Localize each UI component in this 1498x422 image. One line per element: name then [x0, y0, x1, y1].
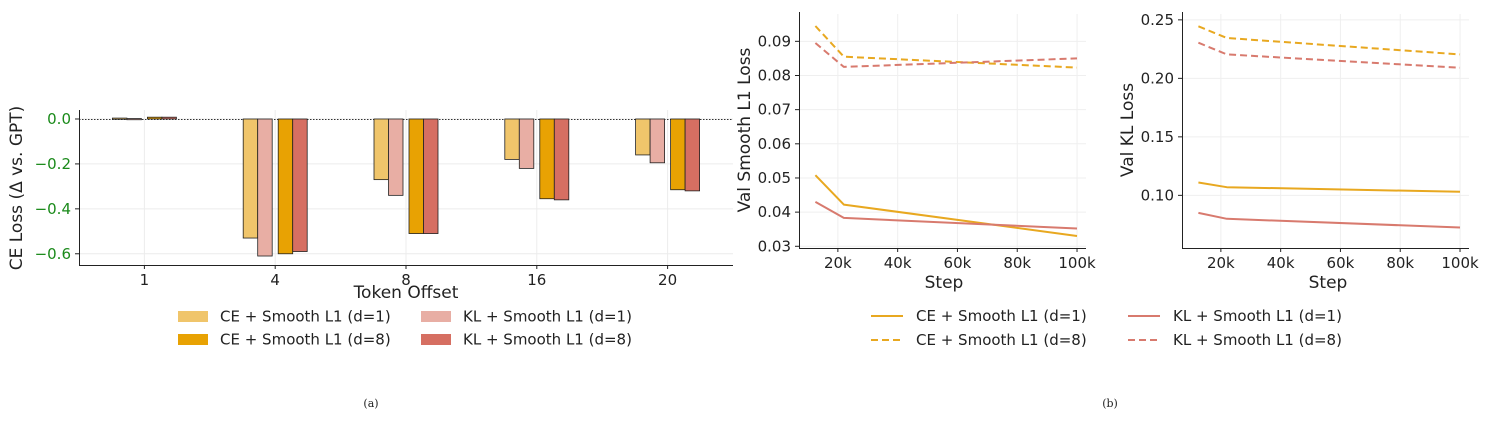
kl-x-tick-label: 80k [1386, 254, 1414, 272]
bar-chart-x-tick-label: 20 [658, 271, 677, 289]
bar [649, 118, 665, 164]
smooth-l1-x-tick-label: 20k [824, 254, 852, 272]
bar-chart-y-tick-label: −0.6 [35, 245, 71, 263]
bar-legend-label: KL + Smooth L1 (d=8) [463, 331, 632, 349]
bar [388, 118, 404, 196]
bar [518, 118, 535, 169]
smooth-l1-y-tick-label: 0.03 [758, 237, 791, 255]
bar [553, 118, 570, 201]
bar-legend-swatch [178, 311, 208, 322]
kl-y-tick-label: 0.20 [1141, 69, 1174, 87]
kl-series-line [1198, 25, 1461, 56]
kl-x-tick-label: 20k [1207, 254, 1235, 272]
bar-legend-swatch [421, 334, 451, 345]
smooth-l1-series-line [814, 201, 1078, 230]
bar-chart-grid [79, 110, 733, 265]
bar [126, 118, 142, 121]
bar-chart-x-tick-label: 1 [140, 271, 150, 289]
kl-series-line [1198, 181, 1461, 193]
kl-y-tick-label: 0.15 [1141, 128, 1174, 146]
bar [684, 118, 700, 192]
smooth-l1-y-tick-label: 0.05 [758, 169, 791, 187]
line-chart-legend: CE + Smooth L1 (d=1) KL + Smooth L1 (d=1)… [871, 307, 1342, 349]
kl-chart-x-label: Step [1309, 273, 1348, 293]
smooth-l1-series-line [814, 25, 1078, 69]
bar [257, 118, 273, 257]
bar [504, 118, 520, 160]
bar-chart-legend: CE + Smooth L1 (d=1) KL + Smooth L1 (d=1)… [178, 308, 632, 349]
bar-legend-label: CE + Smooth L1 (d=8) [220, 331, 391, 349]
bar [277, 118, 294, 255]
bar-chart-y-ticks: 0.0 −0.2 −0.4 −0.6 [35, 110, 79, 263]
bar [146, 116, 163, 120]
kl-x-tick-label: 100k [1441, 254, 1479, 272]
kl-chart-y-label: Val KL Loss [1118, 83, 1138, 177]
bar-chart-y-label: CE Loss (Δ vs. GPT) [7, 106, 27, 271]
bar [373, 118, 389, 181]
bar-chart-bars [112, 116, 700, 257]
kl-y-tick-label: 0.25 [1141, 11, 1174, 29]
bar [423, 118, 439, 234]
bar [112, 117, 128, 120]
smooth-l1-chart-x-label: Step [925, 273, 964, 293]
bar-chart-panel: 0.0 −0.2 −0.4 −0.6 1 4 8 16 20 Token Offset CE … [7, 106, 733, 410]
bar-legend-label: KL + Smooth L1 (d=1) [463, 308, 632, 326]
kl-x-tick-label: 40k [1267, 254, 1295, 272]
bar-legend-swatch [178, 334, 208, 345]
line-legend-label: KL + Smooth L1 (d=8) [1173, 331, 1342, 349]
line-legend-label: KL + Smooth L1 (d=1) [1173, 307, 1342, 325]
bar-chart-x-label: Token Offset [353, 283, 459, 303]
bar [161, 116, 177, 120]
smooth-l1-line-chart: Step Val Smooth L1 Loss 20k 40k 60k 80k 100k… [735, 12, 1096, 293]
kl-x-tick-label: 60k [1327, 254, 1355, 272]
smooth-l1-chart-y-label: Val Smooth L1 Loss [735, 47, 755, 212]
smooth-l1-x-tick-label: 100k [1058, 254, 1096, 272]
caption-a: (a) [363, 397, 378, 410]
bar-chart-x-tick-label: 8 [401, 271, 411, 289]
bar-legend-label: CE + Smooth L1 (d=1) [220, 308, 391, 326]
smooth-l1-x-tick-label: 40k [884, 254, 912, 272]
bar [242, 118, 259, 239]
bar [670, 118, 686, 191]
caption-b: (b) [1102, 397, 1118, 410]
bar [408, 118, 424, 234]
line-legend-label: CE + Smooth L1 (d=8) [916, 331, 1087, 349]
smooth-l1-y-tick-label: 0.08 [758, 66, 791, 84]
smooth-l1-series-line [814, 42, 1078, 68]
bar-chart-x-tick-label: 16 [527, 271, 546, 289]
kl-series-line [1198, 41, 1461, 69]
bar-chart-y-tick-label: 0.0 [47, 110, 71, 128]
smooth-l1-y-tick-label: 0.07 [758, 101, 791, 119]
smooth-l1-x-tick-label: 80k [1003, 254, 1031, 272]
smooth-l1-y-tick-label: 0.06 [758, 135, 791, 153]
bar-chart-x-tick-label: 4 [270, 271, 280, 289]
smooth-l1-x-tick-label: 60k [944, 254, 972, 272]
kl-series-line [1198, 211, 1461, 229]
bar-chart-y-tick-label: −0.4 [35, 200, 71, 218]
bar-legend-swatch [421, 311, 451, 322]
bar [539, 118, 555, 200]
smooth-l1-y-tick-label: 0.04 [758, 203, 791, 221]
bar-chart-y-tick-label: −0.2 [35, 155, 71, 173]
bar-chart-x-ticks: 1 4 8 16 20 [140, 265, 677, 289]
bar [635, 118, 651, 156]
line-legend-label: CE + Smooth L1 (d=1) [916, 307, 1087, 325]
bar [292, 118, 308, 252]
smooth-l1-y-tick-label: 0.09 [758, 32, 791, 50]
kl-line-chart: Step Val KL Loss 20k 40k 60k 80k 100k 0.10 0.1… [1118, 11, 1479, 293]
kl-y-tick-label: 0.10 [1141, 186, 1174, 204]
